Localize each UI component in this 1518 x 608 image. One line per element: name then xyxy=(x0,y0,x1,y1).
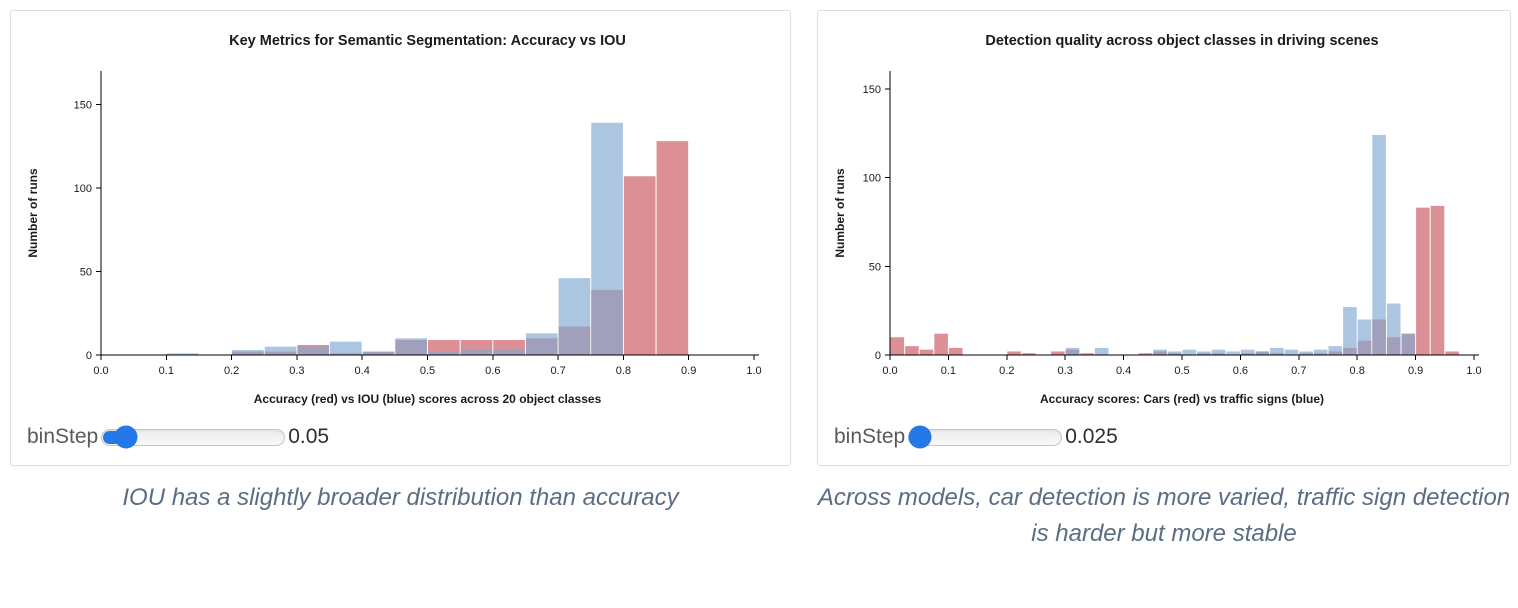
svg-text:0: 0 xyxy=(86,350,92,362)
svg-text:0.2: 0.2 xyxy=(224,365,239,377)
svg-text:0.7: 0.7 xyxy=(550,365,565,377)
svg-text:0.5: 0.5 xyxy=(1174,365,1189,377)
bin-step-value: 0.05 xyxy=(288,425,330,448)
svg-text:50: 50 xyxy=(869,261,881,273)
svg-text:0.1: 0.1 xyxy=(941,365,956,377)
svg-text:150: 150 xyxy=(863,84,881,96)
svg-text:0.3: 0.3 xyxy=(1058,365,1073,377)
svg-text:0.7: 0.7 xyxy=(1291,365,1306,377)
svg-text:Number of runs: Number of runs xyxy=(26,168,40,258)
svg-text:0.5: 0.5 xyxy=(420,365,435,377)
svg-text:Accuracy (red) vs IOU (blue) s: Accuracy (red) vs IOU (blue) scores acro… xyxy=(254,392,602,406)
svg-text:150: 150 xyxy=(74,99,92,111)
right-column: 0 50 100 150 0.0 0.1 0.2 0.3 0.4 0.5 0.6 0.7 0.8 0.9 1… xyxy=(817,10,1511,552)
svg-text:0.6: 0.6 xyxy=(485,365,500,377)
bin-step-slider[interactable] xyxy=(101,425,286,449)
slider-thumb[interactable] xyxy=(908,425,932,449)
svg-text:0.6: 0.6 xyxy=(1233,365,1248,377)
svg-text:0.8: 0.8 xyxy=(1350,365,1365,377)
chart-caption: IOU has a slightly broader distribution … xyxy=(122,484,679,511)
svg-text:1.0: 1.0 xyxy=(746,365,761,377)
detection-histogram-chart: 0 50 100 150 0.0 0.1 0.2 0.3 0.4 0.5 0.6 0.7 0.8 0.9 1… xyxy=(833,33,1482,406)
svg-text:0.0: 0.0 xyxy=(93,365,108,377)
svg-text:Accuracy scores: Cars (red) vs: Accuracy scores: Cars (red) vs traffic s… xyxy=(1040,392,1324,406)
svg-text:0.9: 0.9 xyxy=(1408,365,1423,377)
bin-step-control: binStep 0.05 xyxy=(27,425,780,449)
svg-text:0.3: 0.3 xyxy=(289,365,304,377)
svg-text:0.4: 0.4 xyxy=(355,365,370,377)
bin-step-value: 0.025 xyxy=(1065,425,1118,448)
svg-text:0.0: 0.0 xyxy=(882,365,897,377)
svg-text:0.9: 0.9 xyxy=(681,365,696,377)
svg-text:0.2: 0.2 xyxy=(999,365,1014,377)
svg-text:0.1: 0.1 xyxy=(159,365,174,377)
svg-text:Number of runs: Number of runs xyxy=(833,168,847,258)
bin-step-control: binStep 0.025 xyxy=(834,425,1500,449)
charts-row: 0 50 100 150 0.0 0.1 0.2 0.3 0.4 0.5 0.6 0.7 0.8 0.9 1… xyxy=(10,10,1511,552)
slider-thumb[interactable] xyxy=(114,425,138,449)
svg-text:100: 100 xyxy=(74,183,92,195)
svg-text:0: 0 xyxy=(875,350,881,362)
svg-text:Detection quality across objec: Detection quality across object classes … xyxy=(985,33,1378,49)
svg-text:Key Metrics for Semantic Segme: Key Metrics for Semantic Segmentation: A… xyxy=(229,33,626,49)
left-column: 0 50 100 150 0.0 0.1 0.2 0.3 0.4 0.5 0.6 0.7 0.8 0.9 1… xyxy=(10,10,791,516)
segmentation-histogram-chart: 0 50 100 150 0.0 0.1 0.2 0.3 0.4 0.5 0.6 0.7 0.8 0.9 1… xyxy=(26,33,762,406)
bin-step-label: binStep xyxy=(834,425,906,448)
svg-text:0.4: 0.4 xyxy=(1116,365,1131,377)
chart-caption: Across models, car detection is more var… xyxy=(817,484,1511,547)
chart-panel-detection: 0 50 100 150 0.0 0.1 0.2 0.3 0.4 0.5 0.6 0.7 0.8 0.9 1… xyxy=(817,10,1511,466)
svg-text:50: 50 xyxy=(80,266,92,278)
chart-panel-segmentation: 0 50 100 150 0.0 0.1 0.2 0.3 0.4 0.5 0.6 0.7 0.8 0.9 1… xyxy=(10,10,791,466)
bin-step-label: binStep xyxy=(27,425,99,448)
svg-text:1.0: 1.0 xyxy=(1466,365,1481,377)
bin-step-slider[interactable] xyxy=(908,425,1063,449)
svg-text:100: 100 xyxy=(863,173,881,185)
svg-text:0.8: 0.8 xyxy=(616,365,631,377)
